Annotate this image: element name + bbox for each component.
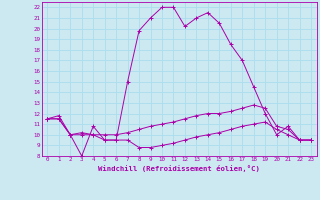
X-axis label: Windchill (Refroidissement éolien,°C): Windchill (Refroidissement éolien,°C) — [98, 165, 260, 172]
